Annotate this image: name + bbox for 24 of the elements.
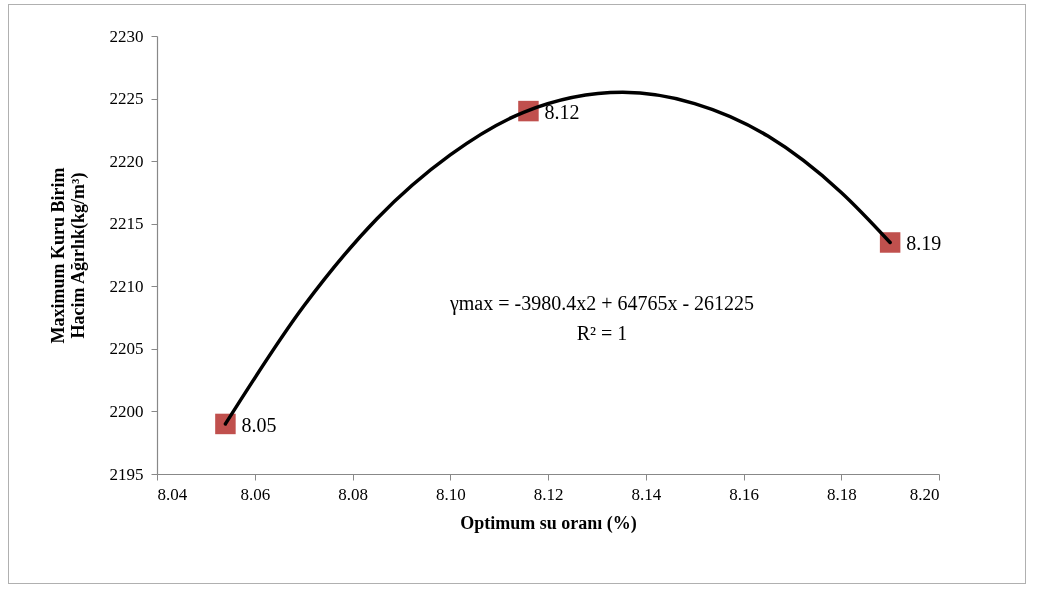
annotation: 8.05 xyxy=(241,413,277,436)
annotation: 8.19 xyxy=(906,232,942,255)
x-axis-title: Optimum su oranı (%) xyxy=(460,512,637,534)
x-tick-label: 8.16 xyxy=(729,484,759,504)
x-tick-label: 8.06 xyxy=(240,484,271,504)
x-tick-label: 8.20 xyxy=(909,484,940,504)
x-tick-label: 8.08 xyxy=(338,484,368,504)
y-tick-label: 2215 xyxy=(109,214,144,234)
y-tick-label: 2210 xyxy=(109,276,144,296)
y-tick-label: 2195 xyxy=(109,464,144,484)
annotation: 8.12 xyxy=(544,101,580,124)
x-tick-label: 8.14 xyxy=(631,484,662,504)
x-tick-label: 8.12 xyxy=(533,484,564,504)
y-tick-label: 2225 xyxy=(109,89,144,109)
y-axis-title: Maximum Kuru Birim Hacim Ağırlık(kg/m³) xyxy=(47,167,89,344)
x-tick-label: 8.18 xyxy=(826,484,857,504)
y-tick-label: 2205 xyxy=(109,339,144,359)
y-tick-label: 2230 xyxy=(109,26,144,46)
y-tick-label: 2220 xyxy=(109,151,144,171)
annotation: γmax = -3980.4x2 + 64765x - 261225 xyxy=(448,292,755,315)
annotation: R² = 1 xyxy=(576,322,628,344)
x-tick-label: 8.10 xyxy=(435,484,466,504)
y-tick-label: 2200 xyxy=(109,401,144,421)
x-tick-label: 8.04 xyxy=(157,484,188,504)
